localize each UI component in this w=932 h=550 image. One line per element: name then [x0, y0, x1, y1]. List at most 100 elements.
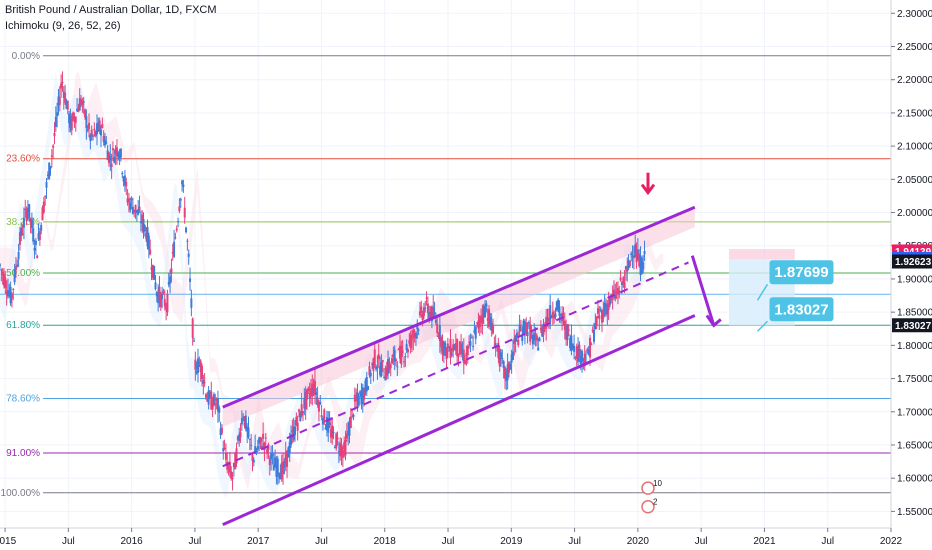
- candle-body: [301, 411, 304, 413]
- candle-body: [185, 227, 188, 233]
- candle-body: [599, 309, 602, 311]
- candle-body: [507, 362, 510, 373]
- candle-body: [323, 409, 326, 424]
- candle-body: [450, 353, 453, 355]
- candle-body: [298, 409, 301, 412]
- candle-body: [131, 206, 134, 214]
- candle-body: [335, 433, 338, 449]
- candle-body: [468, 341, 471, 343]
- candle-body: [445, 348, 448, 360]
- candle-body: [40, 224, 43, 231]
- trend-channel[interactable]: [222, 205, 696, 527]
- candle-body: [363, 390, 366, 400]
- candle-body: [604, 307, 607, 315]
- candle-body: [259, 437, 262, 442]
- candle-body: [395, 359, 398, 361]
- candle-body: [230, 471, 233, 479]
- candle-body: [440, 337, 443, 348]
- candle-body: [480, 317, 483, 322]
- candle-body: [586, 348, 589, 352]
- candle-body: [559, 315, 562, 317]
- candle-body: [175, 228, 178, 231]
- candle-body: [456, 338, 459, 357]
- candle-body: [256, 445, 259, 450]
- candle-body: [182, 184, 185, 187]
- candle-body: [361, 387, 364, 404]
- candle-body: [628, 260, 631, 267]
- candle-body: [123, 175, 126, 186]
- candle-body: [614, 294, 617, 299]
- candle-body: [287, 447, 290, 458]
- candle-body: [121, 172, 124, 175]
- candle-body: [413, 333, 416, 336]
- candle-body: [377, 354, 380, 360]
- candle-body: [327, 418, 330, 433]
- candle-body: [38, 231, 41, 240]
- candle-body: [290, 434, 293, 445]
- indicator-label[interactable]: Ichimoku (9, 26, 52, 26): [5, 20, 121, 32]
- candle-body: [125, 181, 128, 187]
- candle-body: [240, 418, 243, 425]
- fib-label: 78.60%: [6, 393, 40, 404]
- candle-body: [110, 163, 113, 168]
- candle-body: [538, 338, 541, 342]
- candle-body: [421, 314, 424, 320]
- candle-body: [174, 237, 177, 239]
- candle-body: [193, 340, 196, 342]
- candle-body: [214, 403, 217, 406]
- stop-zone: [729, 249, 795, 260]
- candle-body: [498, 349, 501, 367]
- candle-body: [127, 198, 130, 203]
- candle-body: [246, 426, 249, 432]
- candle-body: [294, 426, 297, 436]
- candle-body: [349, 416, 352, 428]
- candle-body: [93, 128, 96, 131]
- candle-body: [41, 207, 44, 221]
- candle-body: [264, 437, 267, 439]
- x-tick-label: 2016: [121, 536, 144, 547]
- candle-body: [216, 398, 219, 412]
- candle-body: [391, 358, 394, 364]
- candle-body: [434, 319, 437, 323]
- candle-body: [319, 402, 322, 405]
- candle-body: [355, 399, 358, 402]
- x-tick-label: Jul: [315, 536, 328, 547]
- candle-body: [284, 453, 287, 465]
- candle-body: [99, 129, 102, 136]
- chart-title[interactable]: British Pound / Australian Dollar, 1D, F…: [5, 4, 217, 16]
- candle-body: [13, 269, 16, 283]
- candle-body: [639, 257, 642, 275]
- candle-body: [137, 209, 140, 215]
- candle-body: [109, 155, 112, 161]
- candle-body: [42, 201, 45, 213]
- candle-body: [102, 135, 105, 143]
- candle-body: [489, 317, 492, 324]
- candle-body: [367, 386, 370, 390]
- candle-body: [577, 348, 580, 362]
- candle-body: [45, 182, 48, 188]
- candle-body: [286, 450, 289, 467]
- candle-body: [111, 148, 114, 151]
- candle-body: [115, 147, 118, 157]
- channel-upper-line: [222, 205, 696, 409]
- candle-body: [211, 403, 214, 410]
- y-tick-label: 1.60000: [897, 474, 932, 485]
- candle-body: [166, 293, 169, 313]
- candle-body: [114, 148, 117, 154]
- candle-body: [18, 232, 21, 245]
- candle-body: [488, 309, 491, 327]
- candle-body: [266, 449, 269, 454]
- candle-body: [578, 344, 581, 358]
- candle-body: [25, 210, 28, 221]
- candle-body: [549, 305, 552, 323]
- candle-body: [409, 334, 412, 349]
- candle-body: [36, 255, 39, 259]
- candle-body: [340, 446, 343, 455]
- candle-body: [58, 97, 61, 105]
- candle-body: [642, 262, 645, 270]
- candle-body: [117, 152, 120, 157]
- candle-body: [190, 298, 193, 308]
- channel-lower-line: [222, 314, 696, 527]
